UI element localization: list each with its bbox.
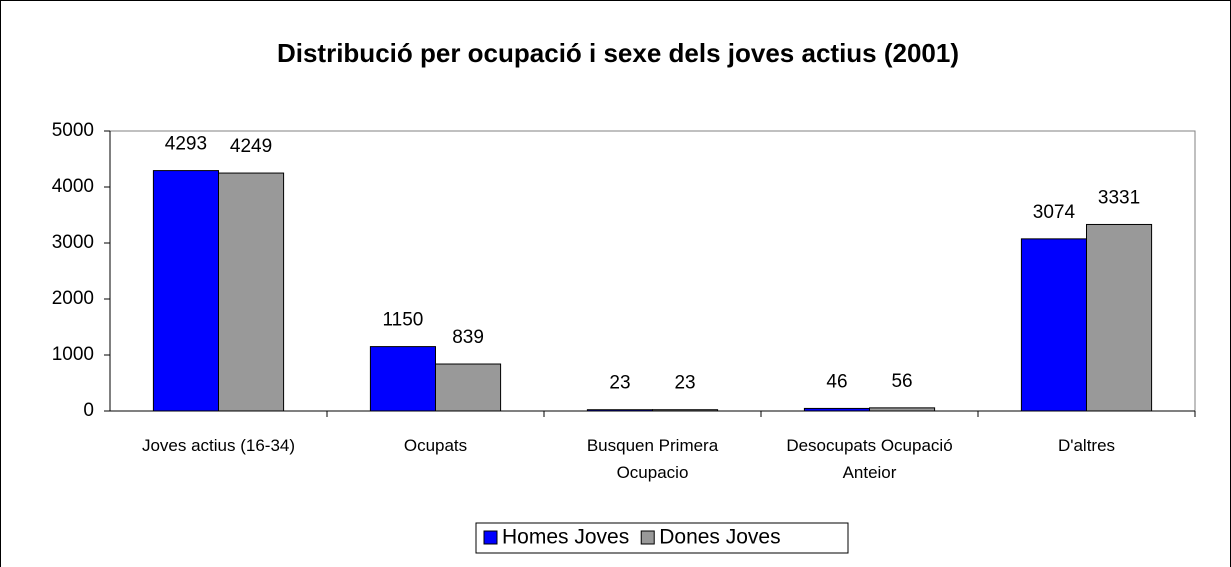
- data-label: 23: [674, 373, 695, 394]
- y-tick-label: 0: [83, 400, 94, 421]
- data-label: 1150: [383, 310, 424, 331]
- y-tick-label: 2000: [52, 288, 94, 309]
- x-tick-label: D'altres: [1057, 436, 1116, 455]
- legend-box: [475, 522, 849, 554]
- x-tick-label: Joves actius (16-34): [141, 436, 296, 455]
- x-tick-label: Desocupats Ocupació Anteior: [786, 436, 953, 482]
- legend-label: Dones Joves: [659, 526, 780, 549]
- bar: [369, 346, 436, 412]
- data-label: 4249: [230, 136, 272, 157]
- y-tick-label: 3000: [52, 232, 94, 253]
- data-label: 839: [452, 327, 484, 348]
- chart-title: Distribució per ocupació i sexe dels jov…: [277, 38, 959, 68]
- x-tick-label: Busquen Primera Ocupacio: [586, 436, 719, 482]
- data-label: 3074: [1033, 202, 1076, 223]
- data-label: 3331: [1098, 187, 1140, 208]
- bar: [869, 407, 936, 412]
- y-tick-label: 1000: [52, 344, 94, 365]
- x-tick-label: Ocupats: [403, 436, 468, 455]
- legend-label: Homes Joves: [502, 526, 629, 549]
- y-tick-label: 4000: [52, 176, 94, 197]
- bar: [652, 409, 719, 412]
- legend-swatch: [483, 530, 498, 545]
- y-tick-label: 5000: [52, 120, 94, 141]
- bar: [435, 363, 502, 412]
- data-label: 56: [891, 371, 912, 392]
- data-label: 46: [826, 371, 847, 392]
- data-label: 4293: [165, 134, 207, 155]
- bar: [1086, 223, 1153, 412]
- legend-swatch: [640, 530, 655, 545]
- bar: [1020, 238, 1088, 412]
- bar: [152, 170, 219, 412]
- data-label: 23: [609, 373, 630, 394]
- bar: [218, 172, 285, 412]
- bar: [586, 409, 654, 412]
- bar: [803, 407, 871, 412]
